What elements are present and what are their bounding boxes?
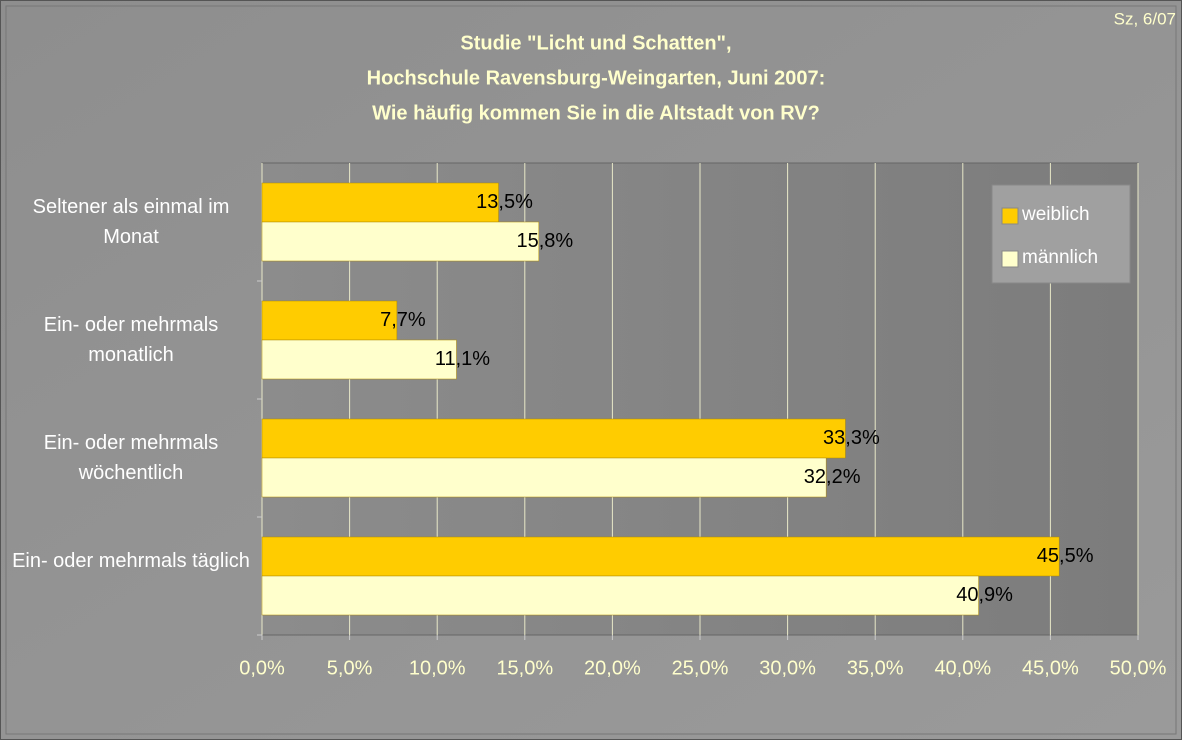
y-tick-label: Ein- oder mehrmals täglich xyxy=(12,550,250,572)
data-label: 13,5% xyxy=(476,191,533,213)
corner-note: Sz, 6/07 xyxy=(1114,9,1176,28)
data-label: 33,3% xyxy=(823,427,880,449)
data-label: 32,2% xyxy=(804,466,861,488)
bar xyxy=(261,182,499,223)
bar xyxy=(261,418,846,459)
bar xyxy=(261,536,1060,577)
legend-label: weiblich xyxy=(1021,204,1090,225)
bar xyxy=(261,575,979,616)
x-tick-label: 5,0% xyxy=(327,657,373,679)
x-tick-label: 45,0% xyxy=(1022,657,1079,679)
x-tick-label: 25,0% xyxy=(672,657,729,679)
inner-border xyxy=(5,5,1177,735)
bar xyxy=(261,339,457,380)
x-tick-label: 35,0% xyxy=(847,657,904,679)
data-label: 7,7% xyxy=(380,309,426,331)
data-label: 11,1% xyxy=(435,348,490,370)
chart-title: Studie "Licht und Schatten", xyxy=(460,32,731,54)
x-tick-label: 20,0% xyxy=(584,657,641,679)
data-label: 40,9% xyxy=(956,584,1013,606)
x-tick-label: 10,0% xyxy=(409,657,466,679)
chart-title: Hochschule Ravensburg-Weingarten, Juni 2… xyxy=(367,67,826,89)
bar xyxy=(261,457,827,498)
y-tick-label: Ein- oder mehrmals monatlich xyxy=(43,314,219,366)
bar xyxy=(261,221,540,262)
x-tick-label: 0,0% xyxy=(239,657,285,679)
legend-swatch xyxy=(1001,250,1019,268)
x-tick-label: 50,0% xyxy=(1110,657,1167,679)
legend-box xyxy=(991,184,1131,284)
y-tick-label: Ein- oder mehrmals wöchentlich xyxy=(43,432,219,484)
data-label: 15,8% xyxy=(516,230,573,252)
data-label: 45,5% xyxy=(1037,545,1094,567)
x-tick-label: 15,0% xyxy=(496,657,553,679)
legend-swatch xyxy=(1001,207,1019,225)
y-tick-label: Seltener als einmal im Monat xyxy=(32,196,230,248)
x-tick-label: 40,0% xyxy=(934,657,991,679)
bar xyxy=(261,300,398,341)
legend-label: männlich xyxy=(1022,247,1098,268)
chart-title: Wie häufig kommen Sie in die Altstadt vo… xyxy=(372,102,820,124)
x-tick-label: 30,0% xyxy=(759,657,816,679)
